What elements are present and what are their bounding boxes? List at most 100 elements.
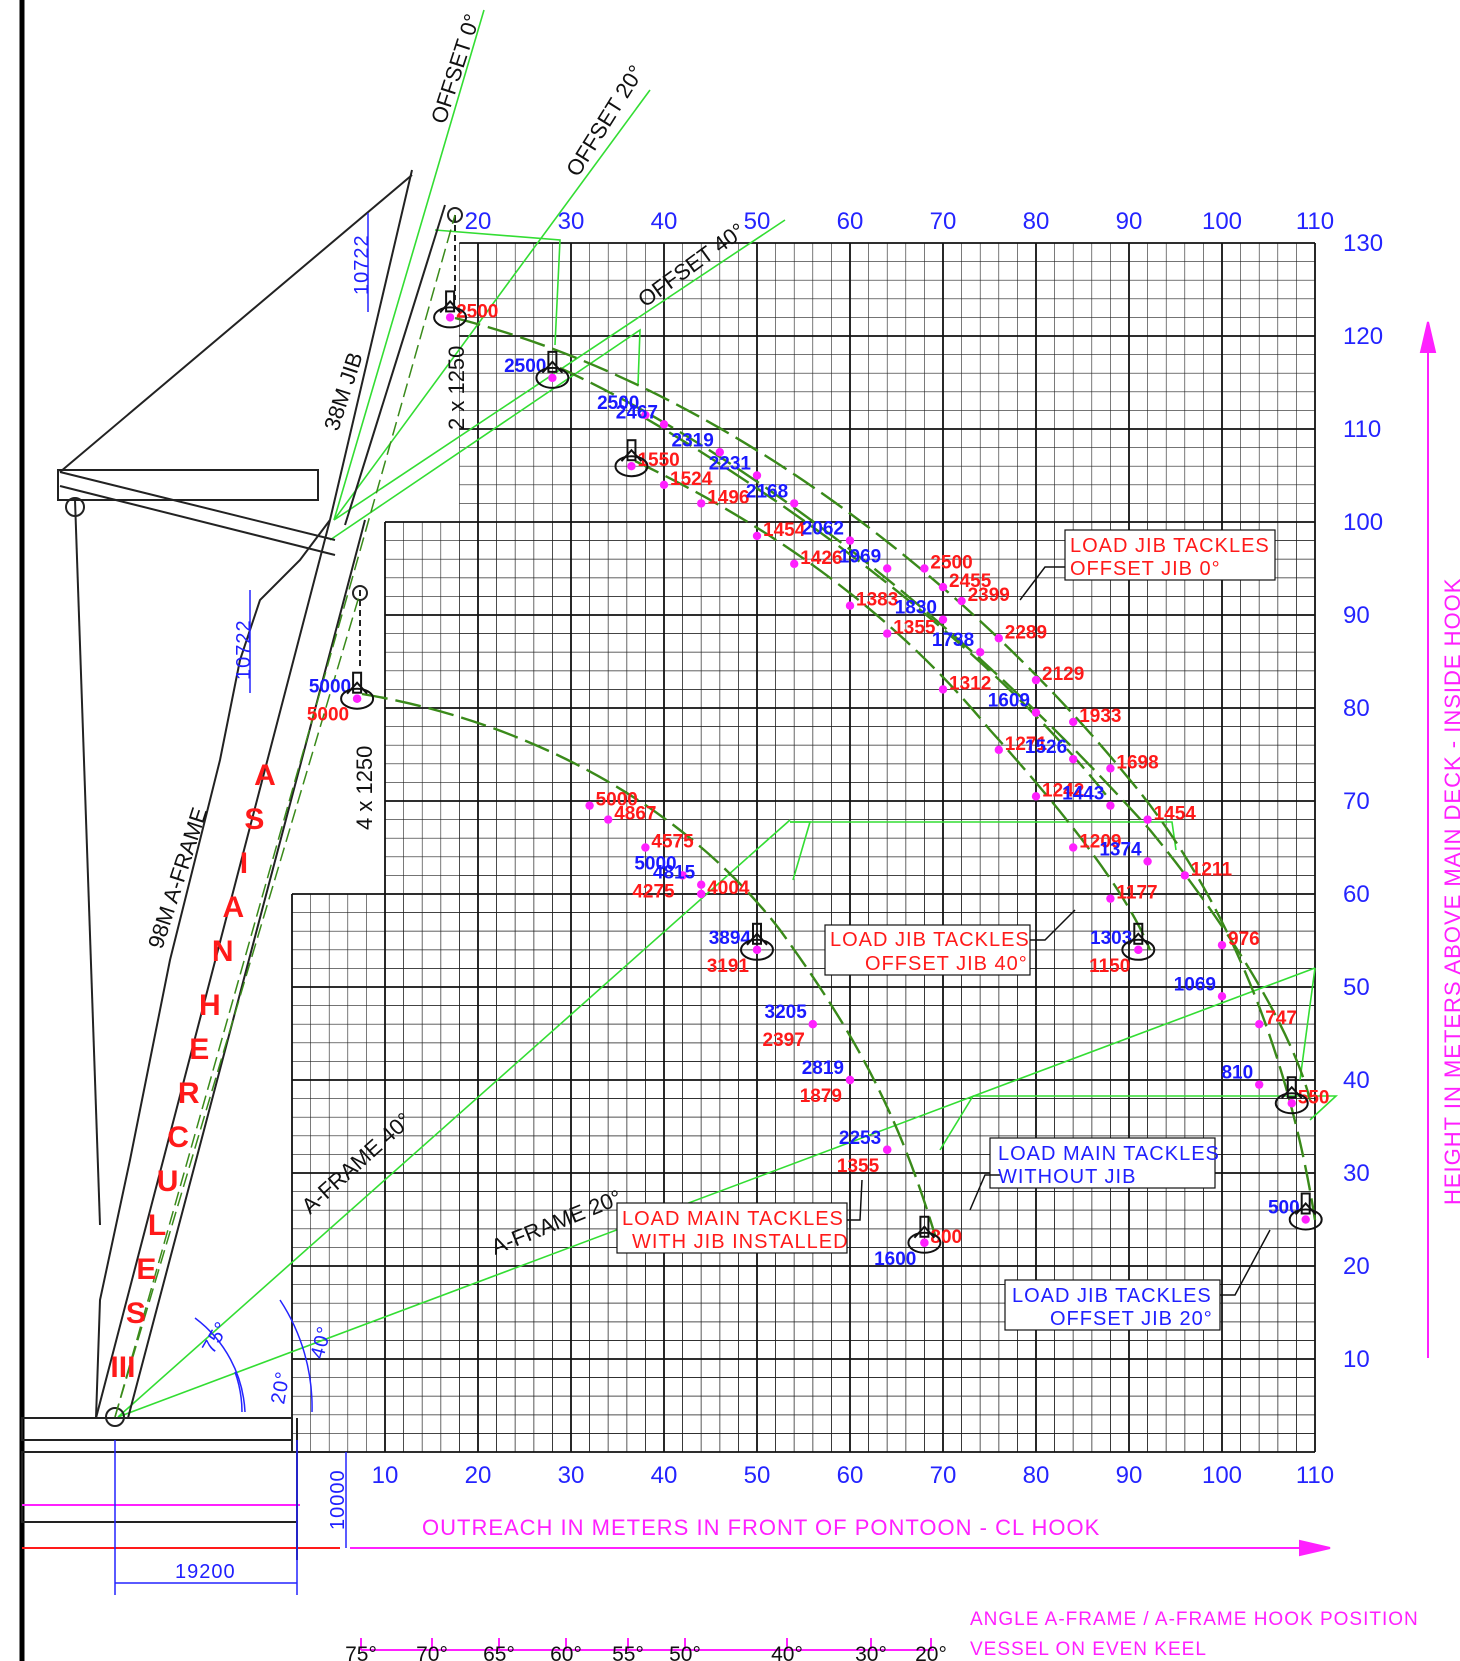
note-jib0-box: [1064, 529, 1276, 581]
note-main-w-box: [616, 1202, 848, 1254]
pendant-line: [74, 499, 101, 1226]
load-point-marker: [641, 843, 650, 852]
load-points: 2500250025002467155023191524223114962168…: [307, 301, 1330, 1269]
crane-name-letter: U: [157, 1165, 179, 1198]
a-frame-40-tip: [790, 821, 812, 881]
hook-bail: [346, 681, 368, 695]
tackle-main-label: 4 x 1250: [352, 746, 377, 830]
note-jib40-box: [824, 924, 1031, 976]
x-bottom-tick-labels: 10 20 30 40 50 60 70 80 90 100 110: [372, 1462, 1334, 1489]
y-tick-label: 50: [1343, 974, 1370, 1001]
x-top-tick-label: 30: [558, 208, 585, 235]
hook-bail: [913, 1225, 936, 1239]
y-tick-label: 90: [1343, 602, 1370, 629]
x-title-arrow-head: [1299, 1539, 1331, 1557]
x-top-tick-label: 70: [930, 208, 957, 235]
load-point-marker: [659, 420, 669, 429]
load-point-label: 2397: [763, 1030, 805, 1051]
load-point-marker: [808, 1019, 817, 1029]
load-point-marker: [845, 536, 855, 545]
backstay-lower-2: [59, 485, 336, 556]
a-frame-40-line: [117, 819, 791, 1418]
load-point-marker: [1031, 708, 1041, 717]
load-point-label: 2819: [802, 1058, 844, 1079]
a-frame-front-leg: [95, 519, 331, 1419]
load-point-label: 1177: [1116, 883, 1157, 904]
hook-block: [1121, 922, 1156, 961]
crane-name-letter: L: [148, 1209, 166, 1242]
angle-scale-label: 40°: [771, 1643, 803, 1661]
angle-20-label: 20°: [267, 1369, 294, 1406]
load-point-marker: [1134, 945, 1143, 954]
load-point-marker: [715, 448, 724, 457]
hook-shank: [445, 290, 456, 313]
dim-base-label: 19200: [175, 1561, 236, 1583]
hook-shank: [547, 350, 558, 373]
x-bottom-tick-label: 10: [372, 1462, 399, 1489]
x-bottom-tick-label: 70: [930, 1462, 957, 1489]
load-point-label: 1242: [1042, 780, 1084, 801]
load-point-marker: [938, 685, 948, 694]
load-point-marker: [627, 462, 636, 471]
hook-body: [433, 306, 468, 329]
hook-block: [433, 290, 468, 329]
note-main-wo-box: [989, 1137, 1216, 1189]
x-top-tick-label: 20: [465, 208, 492, 235]
a-frame-tip-sheave: [352, 585, 368, 601]
angle-75-label: 75°: [198, 1318, 234, 1358]
crane-name-letter: R: [178, 1077, 200, 1110]
x-bottom-tick-label: 90: [1116, 1462, 1143, 1489]
x-top-tick-label: 100: [1202, 208, 1242, 235]
note-jib40-l1: LOAD JIB TACKLES: [830, 929, 1030, 951]
hook-body: [535, 366, 570, 389]
backstay-upper: [59, 174, 413, 473]
load-point-label: 1211: [1191, 859, 1233, 880]
load-point-label: 1830: [895, 598, 937, 619]
note-main-wo-l1: LOAD MAIN TACKLES: [998, 1143, 1220, 1165]
load-point-label: 1209: [1079, 832, 1121, 853]
note-jib0-l2: OFFSET JIB 0°: [1070, 558, 1221, 580]
load-point-label: 1609: [988, 691, 1030, 712]
load-curves: [361, 316, 1317, 1236]
hook-body: [739, 938, 775, 961]
hook-symbols: [340, 290, 1323, 1254]
angle-scale-label: 65°: [483, 1643, 515, 1661]
note-main-w-l2: WITH JIB INSTALLED: [632, 1231, 849, 1253]
load-point-marker: [790, 499, 799, 508]
angle-scale: 75° 70° 65° 60° 55° 50° 40° 30° 20°: [345, 1638, 947, 1661]
load-point-label: 1496: [707, 487, 749, 508]
x-bottom-tick-label: 20: [465, 1462, 492, 1489]
hook-shank: [1300, 1192, 1311, 1215]
load-point-marker: [1106, 801, 1115, 810]
note-main-w-l1: LOAD MAIN TACKLES: [622, 1208, 844, 1230]
load-point-label: 1738: [932, 630, 974, 651]
load-point-label: 1933: [1079, 706, 1121, 727]
offset-0-line: [333, 9, 485, 521]
hook-bail: [541, 360, 564, 374]
hook-block: [614, 439, 649, 478]
note-boxes: [616, 529, 1276, 1331]
hook-shank: [352, 671, 363, 694]
backstay-sheave: [65, 497, 85, 517]
load-point-label: 2129: [1042, 664, 1084, 685]
load-point-marker: [920, 1238, 929, 1247]
hook-body: [1288, 1208, 1323, 1231]
spreader-block: [57, 469, 319, 501]
a-frame-40-label: A-FRAME 40°: [297, 1108, 417, 1219]
load-point-label: 1600: [874, 1249, 916, 1270]
load-point-label: 2289: [1005, 622, 1047, 643]
load-point-label: 2399: [968, 585, 1010, 606]
load-point-marker: [752, 531, 762, 541]
jib-centerline: [114, 214, 456, 1418]
load-point-marker: [1143, 815, 1152, 824]
load-point-marker: [659, 480, 669, 489]
load-point-label: 1069: [1174, 974, 1216, 995]
hook-block: [907, 1215, 942, 1254]
angle-caption-1: ANGLE A-FRAME / A-FRAME HOOK POSITION: [970, 1609, 1419, 1630]
hook-body: [1121, 938, 1156, 961]
x-top-tick-label: 60: [837, 208, 864, 235]
load-point-marker: [994, 634, 1003, 643]
a-frame-centerline: [114, 592, 361, 1418]
